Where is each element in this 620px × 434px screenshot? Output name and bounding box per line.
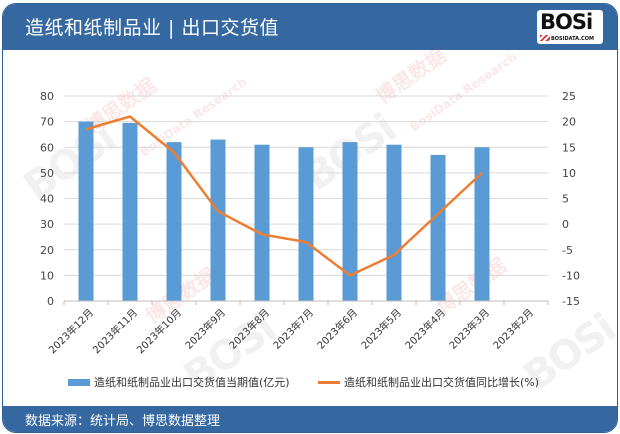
x-tick-label: 2023年9月 [182, 306, 228, 352]
legend-line-label: 造纸和纸制品业出口交货值同比增长(%) [344, 376, 540, 389]
x-tick-label: 2023年4月 [402, 306, 448, 352]
bar [430, 154, 446, 301]
x-tick-label: 2023年11月 [90, 306, 140, 356]
bar [166, 142, 182, 301]
x-tick-label: 2023年8月 [226, 306, 272, 352]
right-axis: -15 -10 -5 0 5 10 15 20 25 [562, 90, 580, 308]
bar [254, 144, 270, 301]
legend-item-bar: 造纸和纸制品业出口交货值当期值(亿元) [68, 374, 290, 390]
right-tick-label: 25 [562, 90, 576, 103]
data-source: 数据来源：统计局、博思数据整理 [25, 414, 221, 429]
left-tick-label: 80 [40, 90, 54, 103]
bar [386, 144, 402, 301]
right-tick-label: 5 [562, 193, 569, 206]
bar [210, 139, 226, 301]
legend-item-line: 造纸和纸制品业出口交货值同比增长(%) [318, 374, 539, 390]
right-tick-label: 15 [562, 141, 576, 154]
line-swatch-icon [318, 380, 340, 384]
left-axis: 0 10 20 30 40 50 60 70 80 [40, 90, 54, 308]
legend-bar-label: 造纸和纸制品业出口交货值当期值(亿元) [94, 376, 290, 389]
left-tick-label: 0 [47, 295, 54, 308]
chart-card: 造纸和纸制品业 | 出口交货值 BOSi BOSIDATA.COM 数据来源：统… [2, 3, 618, 433]
bar [122, 122, 138, 301]
left-tick-label: 70 [40, 116, 54, 129]
x-tick-label: 2023年5月 [358, 306, 404, 352]
bar-swatch-icon [68, 378, 90, 386]
bar [298, 147, 314, 301]
x-tick-label: 2023年6月 [314, 306, 360, 352]
bar [474, 147, 490, 301]
right-tick-label: 20 [562, 116, 576, 129]
x-tick-label: 2023年2月 [490, 306, 536, 352]
right-tick-label: -10 [562, 269, 580, 282]
bar [342, 142, 358, 301]
logo-stripe-icon [540, 35, 550, 41]
x-tick-label: 2023年12月 [46, 306, 96, 356]
left-tick-label: 30 [40, 218, 54, 231]
logo-sub: BOSIDATA.COM [551, 36, 594, 42]
x-tick-label: 2023年10月 [134, 306, 184, 356]
bar [78, 121, 94, 301]
header-bar: 造纸和纸制品业 | 出口交货值 BOSi BOSIDATA.COM [3, 4, 617, 50]
line-series [85, 115, 483, 277]
x-tick-label: 2023年3月 [446, 306, 492, 352]
growth-line [85, 115, 483, 277]
page-title: 造纸和纸制品业 | 出口交货值 [25, 17, 279, 39]
left-tick-label: 40 [40, 193, 54, 206]
bosi-logo: BOSi BOSIDATA.COM [537, 10, 603, 44]
left-tick-label: 50 [40, 167, 54, 180]
x-tick-label: 2023年7月 [270, 306, 316, 352]
right-tick-label: -5 [562, 244, 573, 257]
right-tick-label: -15 [562, 295, 580, 308]
right-tick-label: 10 [562, 167, 576, 180]
logo-brand: BOSi [540, 10, 593, 34]
left-tick-label: 60 [40, 141, 54, 154]
bar-series [78, 121, 490, 301]
footer-bar: 数据来源：统计局、博思数据整理 [3, 406, 617, 432]
right-tick-label: 0 [562, 218, 569, 231]
left-tick-label: 20 [40, 244, 54, 257]
left-tick-label: 10 [40, 269, 54, 282]
